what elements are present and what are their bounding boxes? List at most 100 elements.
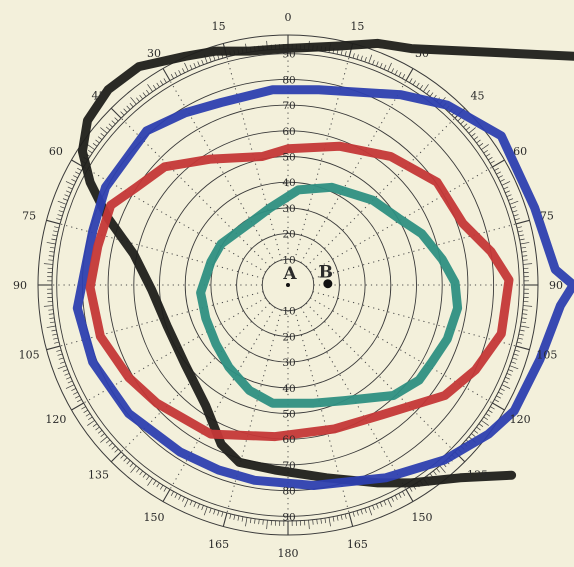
degree-tick: [75, 171, 80, 175]
degree-tick: [120, 454, 125, 459]
degree-tick: [237, 515, 240, 521]
degree-tick: [522, 309, 528, 311]
point-marker: [323, 279, 333, 289]
degree-tick: [100, 436, 108, 443]
degree-tick: [501, 384, 511, 389]
degree-tick: [57, 200, 67, 205]
field-curves: [72, 38, 574, 490]
degree-tick: [496, 171, 501, 175]
angle-label: 30: [415, 47, 429, 60]
degree-tick: [54, 226, 60, 229]
degree-tick: [519, 329, 525, 332]
degree-tick: [245, 517, 248, 527]
degree-tick: [46, 242, 56, 245]
radial-spoke: [305, 302, 456, 453]
ring-label: 90: [282, 49, 295, 61]
degree-tick: [95, 426, 100, 431]
degree-tick: [356, 510, 359, 516]
degree-tick: [48, 255, 54, 257]
degree-tick: [423, 84, 429, 92]
degree-tick: [49, 246, 55, 249]
degree-tick: [139, 470, 143, 476]
degree-tick: [129, 462, 134, 468]
degree-tick: [352, 511, 355, 517]
degree-tick: [514, 349, 520, 352]
degree-tick: [506, 194, 512, 197]
degree-tick: [513, 214, 519, 217]
degree-tick: [249, 518, 252, 524]
degree-tick: [476, 426, 481, 431]
degree-tick: [129, 102, 134, 108]
degree-tick: [97, 136, 103, 140]
degree-tick: [394, 495, 398, 500]
degree-tick: [213, 509, 216, 515]
degree-tick: [490, 160, 495, 164]
degree-tick: [156, 82, 160, 88]
degree-tick: [439, 465, 446, 473]
angle-label: 75: [540, 210, 554, 223]
degree-tick: [481, 420, 489, 426]
radial-spoke: [312, 223, 517, 279]
degree-tick: [519, 238, 525, 241]
radial-spoke: [120, 117, 271, 268]
degree-tick: [64, 194, 70, 197]
point-label: A: [282, 264, 297, 284]
degree-tick: [499, 388, 505, 391]
degree-tick: [429, 92, 434, 97]
degree-tick: [514, 218, 520, 221]
angle-label: 15: [212, 20, 226, 33]
angle-label: 60: [49, 145, 63, 158]
degree-tick: [483, 149, 488, 154]
degree-tick: [142, 473, 147, 478]
angle-label: 150: [144, 511, 165, 524]
degree-tick: [485, 153, 491, 157]
degree-tick: [492, 159, 505, 168]
degree-tick: [499, 179, 505, 182]
degree-tick: [505, 190, 510, 194]
degree-tick: [43, 263, 53, 265]
degree-tick: [71, 388, 77, 391]
degree-tick: [201, 59, 204, 65]
degree-tick: [51, 238, 57, 241]
degree-tick: [64, 373, 70, 376]
degree-tick: [506, 373, 512, 376]
degree-tick: [512, 357, 518, 360]
degree-tick: [130, 97, 137, 105]
degree-tick: [163, 487, 167, 492]
degree-tick: [494, 399, 499, 403]
degree-tick: [58, 357, 64, 360]
degree-tick: [62, 369, 68, 372]
degree-tick: [457, 117, 462, 122]
degree-tick: [508, 198, 514, 201]
ring-label: 50: [282, 409, 295, 421]
degree-tick: [87, 420, 95, 426]
degree-tick: [509, 200, 519, 205]
degree-tick: [498, 175, 503, 179]
degree-tick: [405, 489, 414, 502]
degree-tick: [364, 508, 367, 513]
degree-tick: [476, 139, 481, 144]
degree-tick: [100, 127, 108, 134]
degree-tick: [62, 198, 68, 201]
degree-tick: [233, 514, 236, 520]
degree-tick: [66, 376, 71, 380]
ring-label: 10: [282, 254, 295, 266]
degree-tick: [46, 345, 61, 351]
degree-tick: [521, 317, 527, 319]
angle-label: 120: [510, 413, 531, 426]
degree-tick: [402, 491, 406, 496]
field-curve: [196, 182, 463, 408]
degree-tick: [503, 186, 509, 190]
radial-spoke: [312, 291, 517, 347]
angle-label: 135: [88, 469, 109, 482]
degree-tick: [60, 206, 65, 209]
degree-tick: [126, 460, 131, 465]
angle-label: 15: [350, 20, 364, 33]
degree-tick: [147, 478, 153, 486]
degree-tick: [387, 498, 392, 508]
ring-label: 70: [282, 100, 295, 112]
degree-tick: [57, 214, 63, 217]
degree-tick: [492, 402, 505, 411]
degree-tick: [426, 89, 430, 95]
degree-tick: [156, 482, 160, 488]
